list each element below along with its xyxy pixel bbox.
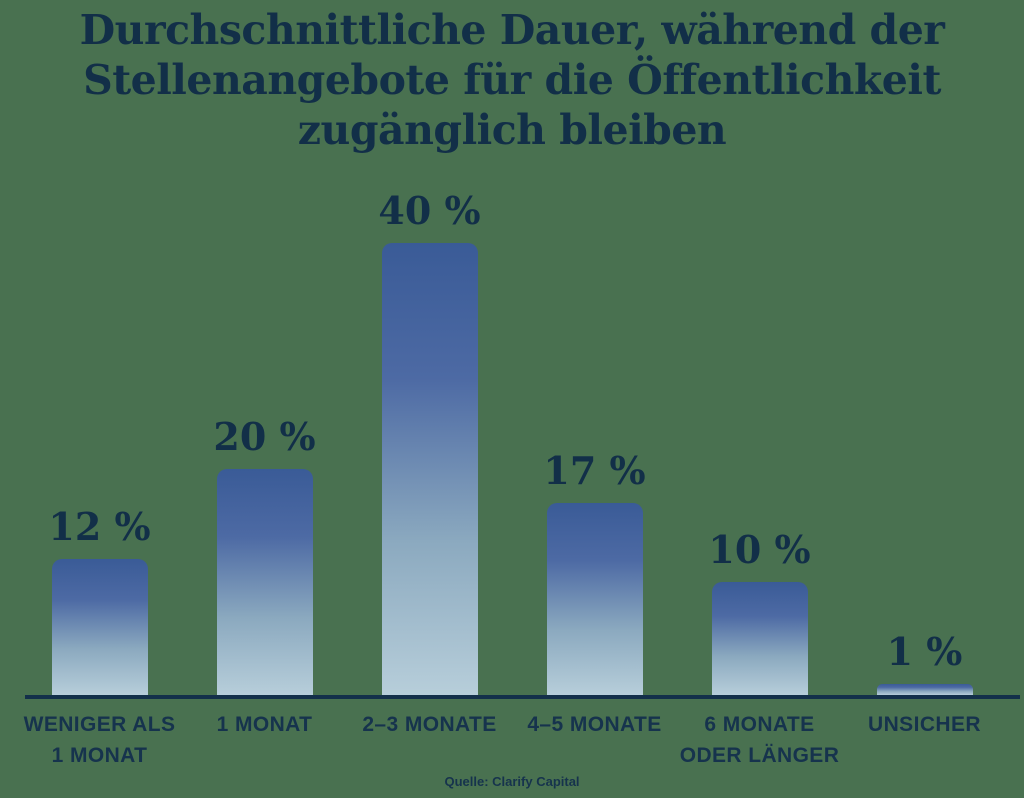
bar-6-monate-oder-laenger xyxy=(711,582,808,695)
value-label: 10 % xyxy=(708,527,811,572)
value-label: 12 % xyxy=(48,504,151,549)
x-axis-line xyxy=(25,695,1020,699)
category-label-weniger-als-1-monat: WENIGER ALS 1 MONAT xyxy=(23,713,176,767)
category-label-unsicher: UNSICHER xyxy=(868,713,981,736)
bar-unsicher xyxy=(876,684,973,695)
category-label-4-5-monate: 4–5 MONATE xyxy=(527,713,662,736)
bar-column: 12 % xyxy=(17,0,182,695)
bar-4-5-monate xyxy=(546,503,643,695)
value-label: 1 % xyxy=(886,629,963,674)
bar-weniger-als-1-monat xyxy=(51,559,148,695)
category-label-2-3-monate: 2–3 MONATE xyxy=(362,713,497,736)
category-axis: WENIGER ALS 1 MONAT 1 MONAT 2–3 MONATE 4… xyxy=(17,709,1007,771)
source-credit: Quelle: Clarify Capital xyxy=(444,774,580,789)
bar-column: 1 % xyxy=(842,0,1007,695)
bar-column: 17 % xyxy=(512,0,677,695)
category-label-1-monat: 1 MONAT xyxy=(216,713,313,736)
bar-1-monat xyxy=(216,469,313,695)
plot-area: 12 % 20 % 40 % 17 % 10 % 1 % xyxy=(17,0,1007,695)
bar-column: 20 % xyxy=(182,0,347,695)
chart-title: Durchschnittliche Dauer, während der Ste… xyxy=(79,6,945,154)
value-label: 40 % xyxy=(378,188,481,233)
value-label: 20 % xyxy=(213,414,316,459)
bar-2-3-monate xyxy=(381,243,478,695)
bar-column: 10 % xyxy=(677,0,842,695)
value-label: 17 % xyxy=(543,448,646,493)
bar-column: 40 % xyxy=(347,0,512,695)
category-label-6-monate-oder-laenger: 6 MONATE ODER LÄNGER xyxy=(679,713,840,767)
